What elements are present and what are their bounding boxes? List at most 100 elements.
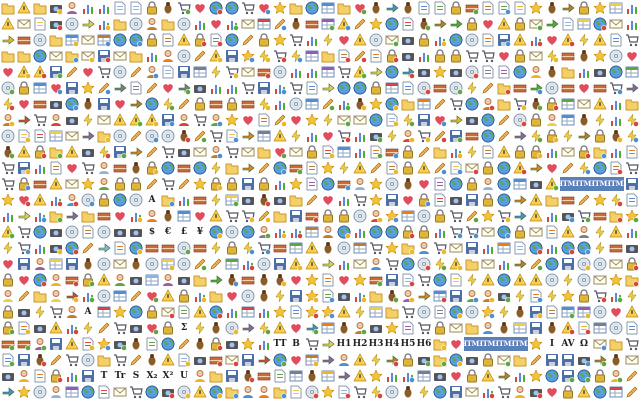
lightning-icon (464, 272, 480, 288)
cd-icon (0, 80, 16, 96)
cd-icon (97, 289, 111, 303)
cd-icon (96, 224, 112, 240)
chart-icon (256, 304, 272, 320)
disk-icon (16, 256, 32, 272)
cart-icon (240, 208, 256, 224)
email-icon (289, 147, 303, 157)
heart-icon (48, 80, 64, 96)
chart-icon (355, 293, 367, 303)
bug-icon (400, 384, 416, 400)
user-icon (67, 306, 77, 318)
page-icon (562, 17, 574, 31)
arrow-icon (336, 368, 352, 384)
heart-icon (240, 112, 256, 128)
disk-icon (274, 258, 286, 270)
arrow-icon (530, 83, 543, 95)
camera-icon (418, 357, 431, 367)
cd-icon (257, 257, 271, 271)
arrow-icon (544, 16, 560, 32)
bug-icon (32, 352, 48, 368)
page-icon (320, 272, 336, 288)
arrow-icon (130, 99, 143, 109)
page-icon (608, 160, 624, 176)
cart-icon (18, 226, 31, 239)
lock-icon (464, 176, 480, 192)
cd-icon (80, 192, 96, 208)
pencil-icon (560, 160, 576, 176)
user-icon (608, 368, 624, 384)
arrow-icon (368, 64, 384, 80)
camera-icon (560, 208, 576, 224)
arrow-icon (322, 259, 335, 269)
email-icon (465, 387, 479, 397)
brick-icon (256, 64, 272, 80)
page-icon (34, 369, 46, 383)
cd-icon (385, 385, 399, 399)
table-icon (384, 80, 400, 96)
lock-icon (144, 32, 160, 48)
folder-icon (608, 336, 624, 352)
lock-icon (224, 176, 240, 192)
email-icon (624, 352, 640, 368)
text-format-icon: I (549, 339, 555, 349)
cart-icon (160, 176, 176, 192)
page-icon (80, 336, 96, 352)
cd-icon (369, 33, 383, 47)
lock-icon (35, 145, 47, 159)
camera-icon (450, 197, 462, 205)
pencil-icon (128, 288, 144, 304)
disk-icon (384, 272, 400, 288)
lock-icon (592, 368, 608, 384)
chart-icon (147, 53, 157, 62)
brick-icon (512, 80, 528, 96)
camera-icon (226, 341, 238, 349)
cd-icon (465, 65, 479, 79)
pencil-icon (176, 336, 192, 352)
world-icon (64, 96, 80, 112)
bug-icon (180, 130, 191, 143)
lightning-icon (291, 129, 301, 143)
chart-icon (192, 16, 208, 32)
camera-icon (112, 224, 128, 240)
brick-icon (432, 80, 448, 96)
chart-icon (608, 144, 624, 160)
user-icon (515, 386, 525, 398)
star-icon (368, 96, 384, 112)
world-icon (161, 337, 175, 351)
bug-icon (580, 114, 588, 126)
pencil-icon (48, 352, 64, 368)
table-icon (161, 258, 175, 271)
user-icon (208, 144, 224, 160)
user-icon (259, 386, 269, 398)
arrow-icon (450, 115, 463, 125)
cart-icon (610, 82, 623, 95)
lock-icon (419, 225, 429, 239)
chart-icon (531, 37, 543, 47)
heart-icon (259, 4, 271, 15)
lock-icon (224, 240, 240, 256)
warning-icon (609, 225, 623, 238)
world-icon (144, 384, 160, 400)
cd-icon (64, 16, 80, 32)
lightning-icon (592, 240, 608, 256)
brick-icon (593, 84, 607, 93)
heart-icon (64, 160, 80, 176)
pencil-icon (368, 160, 384, 176)
cd-icon (417, 305, 431, 319)
camera-icon (128, 272, 144, 288)
lock-icon (387, 49, 399, 63)
lock-icon (480, 352, 496, 368)
email-icon (240, 64, 256, 80)
heart-icon (320, 192, 336, 208)
disk-icon (416, 112, 432, 128)
brick-icon (609, 244, 623, 253)
heart-icon (320, 128, 336, 144)
cd-icon (417, 257, 431, 271)
user-icon (211, 146, 223, 159)
chart-icon (496, 256, 512, 272)
warning-icon (192, 384, 208, 400)
lock-icon (531, 145, 543, 159)
user-icon (611, 370, 623, 383)
pencil-icon (626, 370, 638, 382)
world-icon (208, 224, 224, 240)
